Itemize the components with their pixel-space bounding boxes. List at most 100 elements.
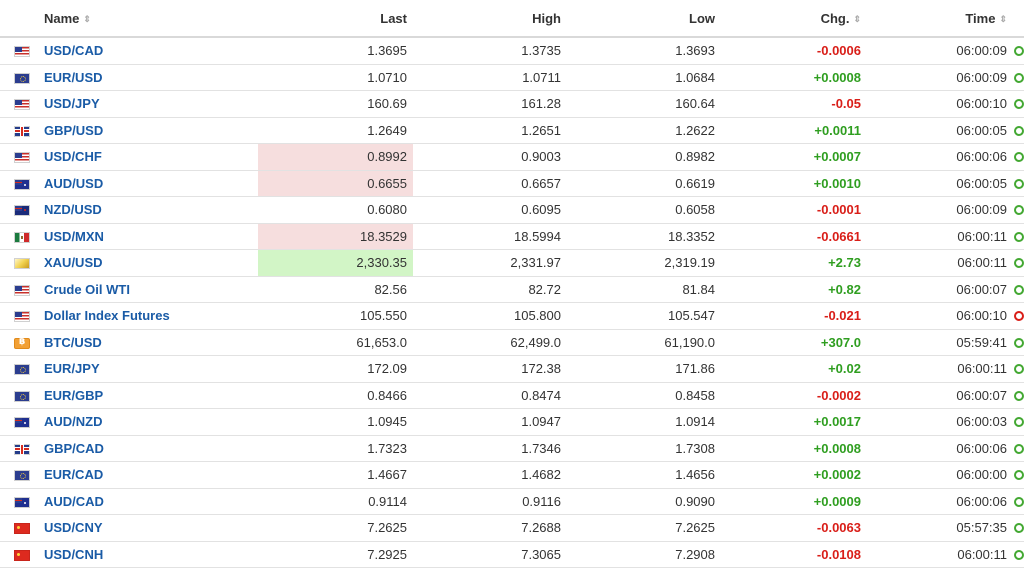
status-dot-icon <box>1014 72 1024 83</box>
time-value: 06:00:11 <box>867 355 1013 383</box>
table-row[interactable]: EUR/CAD 1.4667 1.4682 1.4656 +0.0002 06:00:00 <box>0 461 1024 489</box>
instrument-link[interactable]: BTC/USD <box>44 334 102 350</box>
change-value: +0.0017 <box>721 408 867 436</box>
table-row[interactable]: Crude Oil WTI 82.56 82.72 81.84 +0.82 06:00:0… <box>0 276 1024 303</box>
change-value: +0.02 <box>721 355 867 383</box>
nz-flag-icon <box>14 205 30 217</box>
status-cell <box>1013 37 1024 65</box>
time-value: 06:00:11 <box>867 249 1013 277</box>
table-row[interactable]: USD/CNY 7.2625 7.2688 7.2625 -0.0063 05:57:35 <box>0 514 1024 542</box>
last-value: 2,330.35 <box>258 249 413 277</box>
status-cell <box>1013 382 1024 409</box>
last-value: 0.8466 <box>258 382 413 409</box>
instrument-link[interactable]: EUR/USD <box>44 69 103 85</box>
status-cell <box>1013 488 1024 515</box>
last-value: 1.3695 <box>258 37 413 65</box>
low-value: 171.86 <box>567 355 721 383</box>
table-row[interactable]: USD/MXN 18.3529 18.5994 18.3352 -0.0661 06:00… <box>0 223 1024 250</box>
table-row[interactable]: BTC/USD 61,653.062,499.061,190.0+307.005:… <box>0 329 1024 356</box>
status-dot-icon <box>1014 417 1024 428</box>
table-row[interactable]: GBP/USD 1.2649 1.2651 1.2622 +0.0011 06:00:05 <box>0 117 1024 144</box>
status-dot-icon <box>1014 178 1024 189</box>
change-value: +0.0009 <box>721 488 867 515</box>
instrument-link[interactable]: Dollar Index Futures <box>44 308 170 324</box>
sort-arrows-icon: ⇕ <box>853 13 861 24</box>
instrument-link[interactable]: USD/MXN <box>44 228 104 244</box>
instrument-link[interactable]: AUD/NZD <box>44 414 103 430</box>
change-value: -0.05 <box>721 90 867 118</box>
table-row[interactable]: EUR/USD 1.0710 1.0711 1.0684 +0.0008 06:00:09 <box>0 64 1024 91</box>
last-value: 0.6080 <box>258 196 413 224</box>
column-header-high[interactable]: High <box>413 0 567 38</box>
table-row[interactable]: USD/CHF 0.8992 0.9003 0.8982 +0.0007 06:00:06 <box>0 143 1024 171</box>
instrument-link[interactable]: USD/CHF <box>44 149 102 165</box>
instrument-link[interactable]: Crude Oil WTI <box>44 281 130 297</box>
last-value: 172.09 <box>258 355 413 383</box>
column-header-time-label: Time <box>965 10 996 26</box>
low-value: 61,190.0 <box>567 329 721 356</box>
status-dot-icon <box>1014 125 1024 136</box>
status-cell <box>1013 64 1024 91</box>
instrument-link[interactable]: USD/CNY <box>44 520 103 536</box>
status-cell <box>1013 329 1024 356</box>
status-dot-icon <box>1014 46 1024 57</box>
instrument-link[interactable]: EUR/CAD <box>44 467 104 483</box>
instrument-link[interactable]: GBP/CAD <box>44 440 104 456</box>
flag-cell <box>0 117 44 144</box>
cn-flag-icon <box>14 523 30 535</box>
high-value: 2,331.97 <box>413 249 567 277</box>
au-flag-icon <box>14 417 30 429</box>
us-flag-icon <box>14 284 30 296</box>
flag-cell <box>0 382 44 409</box>
column-header-last[interactable]: Last <box>258 0 413 38</box>
table-row[interactable]: USD/JPY 160.69 161.28 160.64 -0.05 06:00:10 <box>0 90 1024 118</box>
instrument-link[interactable]: EUR/GBP <box>44 387 104 403</box>
low-value: 81.84 <box>567 276 721 303</box>
table-row[interactable]: Dollar Index Futures 105.550 105.800 105.54… <box>0 302 1024 330</box>
table-row[interactable]: USD/CNH 7.2925 7.3065 7.2908 -0.0108 06:00:11 <box>0 541 1024 568</box>
table-row[interactable]: EUR/GBP 0.8466 0.8474 0.8458 -0.0002 06:00:07 <box>0 382 1024 409</box>
instrument-link[interactable]: USD/JPY <box>44 96 100 112</box>
table-row[interactable]: EUR/JPY 172.09 172.38 171.86 +0.02 06:00:11 <box>0 355 1024 383</box>
change-value: +0.0010 <box>721 170 867 197</box>
instrument-link[interactable]: AUD/CAD <box>44 493 104 509</box>
flag-cell <box>0 276 44 303</box>
column-header-name[interactable]: Name ⇕ <box>0 0 258 38</box>
table-row[interactable]: XAU/USD 2,330.35 2,331.97 2,319.19 +2.73 06:0… <box>0 249 1024 277</box>
us-flag-icon <box>14 152 30 164</box>
time-value: 06:00:06 <box>867 435 1013 462</box>
instrument-link[interactable]: XAU/USD <box>44 255 103 271</box>
instrument-link[interactable]: NZD/USD <box>44 202 102 218</box>
instrument-link[interactable]: GBP/USD <box>44 122 104 138</box>
name-cell: NZD/USD <box>44 196 258 224</box>
time-value: 06:00:09 <box>867 64 1013 91</box>
table-row[interactable]: AUD/NZD 1.0945 1.0947 1.0914 +0.0017 06:00:03 <box>0 408 1024 436</box>
time-value: 06:00:07 <box>867 382 1013 409</box>
us-flag-icon <box>14 311 30 323</box>
high-value: 62,499.0 <box>413 329 567 356</box>
column-header-time[interactable]: Time ⇕ <box>867 0 1013 38</box>
instrument-link[interactable]: USD/CAD <box>44 43 104 59</box>
time-value: 06:00:11 <box>867 541 1013 568</box>
flag-cell <box>0 37 44 65</box>
instrument-link[interactable]: EUR/JPY <box>44 361 100 377</box>
time-value: 06:00:09 <box>867 196 1013 224</box>
time-value: 05:59:41 <box>867 329 1013 356</box>
status-cell <box>1013 117 1024 144</box>
table-row[interactable]: AUD/CAD 0.9114 0.9116 0.9090 +0.0009 06:00:06 <box>0 488 1024 515</box>
high-value: 0.6095 <box>413 196 567 224</box>
status-cell <box>1013 408 1024 436</box>
column-header-chg[interactable]: Chg. ⇕ <box>721 0 867 38</box>
low-value: 0.8458 <box>567 382 721 409</box>
table-row[interactable]: AUD/USD 0.6655 0.6657 0.6619 +0.0010 06:00:05 <box>0 170 1024 197</box>
table-row[interactable]: NZD/USD 0.6080 0.6095 0.6058 -0.0001 06:00:09 <box>0 196 1024 224</box>
high-value: 1.7346 <box>413 435 567 462</box>
instrument-link[interactable]: AUD/USD <box>44 175 104 191</box>
instrument-link[interactable]: USD/CNH <box>44 546 104 562</box>
column-header-name-label: Name <box>44 10 80 26</box>
table-row[interactable]: GBP/CAD 1.7323 1.7346 1.7308 +0.0008 06:00:06 <box>0 435 1024 462</box>
last-value: 1.0945 <box>258 408 413 436</box>
high-value: 0.9003 <box>413 143 567 171</box>
table-row[interactable]: USD/CAD 1.3695 1.3735 1.3693 -0.0006 06:00:09 <box>0 37 1024 65</box>
column-header-low[interactable]: Low <box>567 0 721 38</box>
